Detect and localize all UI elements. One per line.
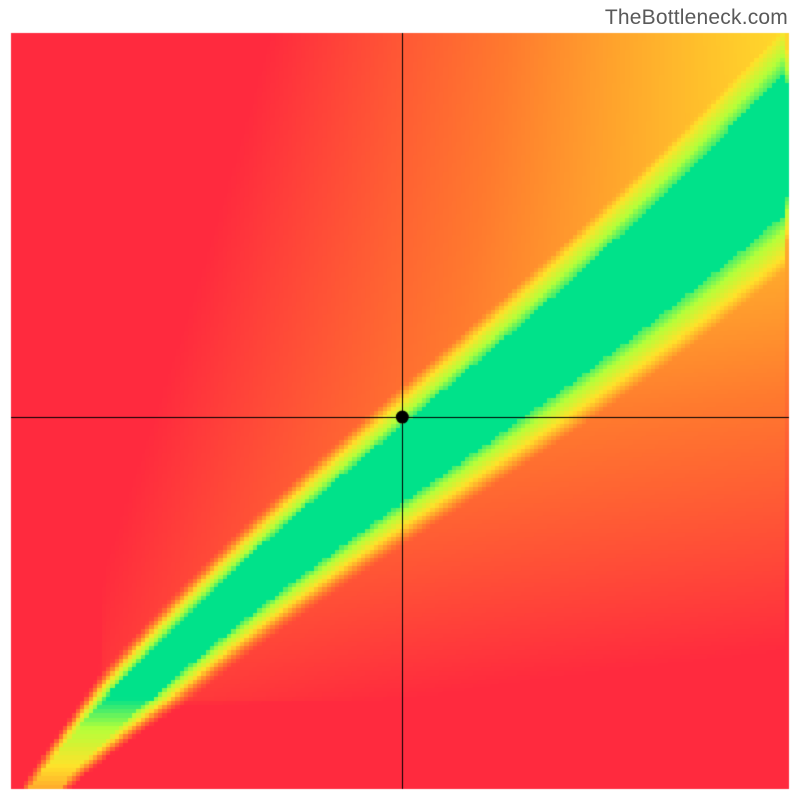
chart-container: TheBottleneck.com [0, 0, 800, 800]
heatmap-canvas [0, 0, 800, 800]
watermark-text: TheBottleneck.com [605, 6, 788, 30]
